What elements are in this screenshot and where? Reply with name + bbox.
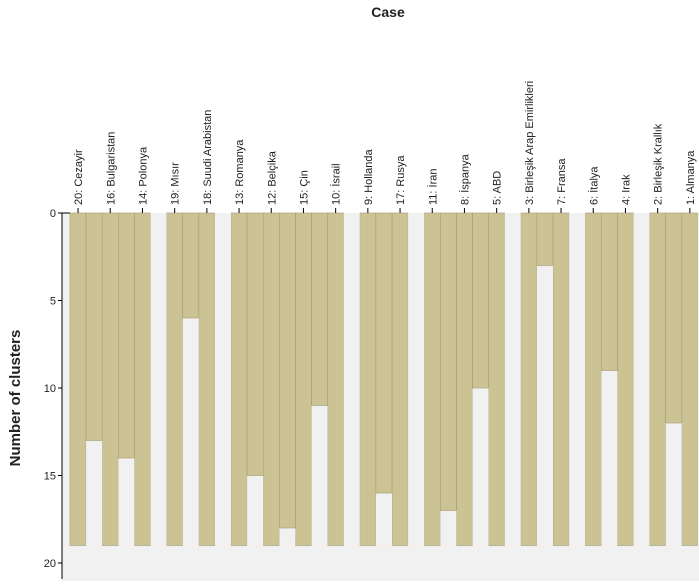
gap-column <box>569 213 586 546</box>
case-label: 20: Cezayir <box>73 149 85 205</box>
join-bar <box>375 212 393 494</box>
join-bar <box>278 212 296 529</box>
gap-column <box>697 213 699 546</box>
join-bar <box>118 212 135 459</box>
case-bar <box>391 212 409 546</box>
gap-column <box>343 213 360 546</box>
case-bar <box>649 212 666 546</box>
case-bar <box>552 212 570 546</box>
gap-column <box>536 213 553 546</box>
case-bar <box>166 212 184 546</box>
case-label: 12: Belçika <box>266 150 278 205</box>
y-axis-label: Number of clusters <box>7 330 24 467</box>
case-label: 5: ABD <box>492 171 504 205</box>
case-bar <box>262 212 280 546</box>
chart-title: Case <box>371 4 405 20</box>
join-bar <box>246 212 264 476</box>
gap-column <box>150 213 167 546</box>
y-tick-label: 10 <box>44 383 56 395</box>
icicle-bars <box>69 212 699 546</box>
case-label: 14: Polonya <box>137 146 149 205</box>
join-bar <box>439 212 457 511</box>
case-label: 13: Romanya <box>234 139 246 205</box>
case-label: 3: Birleşik Arap Emirlikleri <box>524 81 536 205</box>
join-bar <box>600 212 618 371</box>
case-label: 15: Çin <box>298 170 310 205</box>
y-tick-label: 5 <box>50 296 56 308</box>
gap-column <box>408 213 425 546</box>
case-label: 1: Almanya <box>685 150 697 205</box>
case-bar <box>327 212 345 546</box>
case-bar <box>359 212 377 546</box>
case-label: 9: Hollanda <box>363 148 375 205</box>
case-label: 7: Fransa <box>556 158 568 205</box>
y-tick-label: 20 <box>44 558 56 570</box>
case-labels: 20: Cezayir 16: Bulgaristan 14: Polonya 19:… <box>73 81 697 213</box>
case-bar <box>681 212 699 546</box>
case-label: 16: Bulgaristan <box>105 132 117 205</box>
join-bar <box>85 212 103 441</box>
case-bar <box>101 212 119 546</box>
join-bar <box>665 212 683 424</box>
case-label: 11: İran <box>426 169 439 206</box>
case-bar <box>69 212 87 546</box>
y-tick-label: 15 <box>44 471 56 483</box>
case-label: 2: Birleşik Krallık <box>653 123 665 205</box>
case-bar <box>584 212 602 546</box>
gap-column <box>504 213 521 546</box>
case-bar <box>423 212 441 546</box>
gap-column <box>214 213 231 546</box>
case-bar <box>198 212 216 546</box>
case-bar <box>520 212 538 546</box>
case-bar <box>617 212 634 546</box>
case-label: 17: Rusya <box>395 155 407 205</box>
join-bar <box>182 212 200 319</box>
join-bar <box>536 212 554 266</box>
case-label: 8: İspanya <box>458 153 471 205</box>
case-bar <box>295 212 312 546</box>
case-bar <box>134 212 151 546</box>
case-label: 19: Mısır <box>170 162 182 205</box>
case-bar <box>456 212 473 546</box>
case-bar <box>488 212 506 546</box>
y-tick-label: 0 <box>50 208 56 220</box>
case-label: 4: Irak <box>620 174 632 205</box>
case-label: 10: İsrail <box>330 163 343 205</box>
join-bar <box>311 212 328 406</box>
y-axis: 0 5 10 15 20 <box>44 208 70 579</box>
case-label: 6: İtalya <box>587 166 600 205</box>
case-label: 18: Suudi Arabistan <box>202 110 214 205</box>
case-bar <box>230 212 248 546</box>
join-bar <box>472 212 489 389</box>
gap-column <box>633 213 650 546</box>
